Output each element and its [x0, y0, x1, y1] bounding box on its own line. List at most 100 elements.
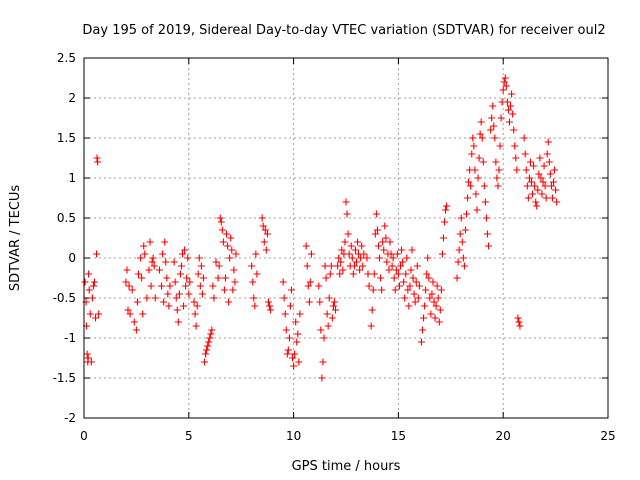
data-point: [329, 302, 337, 310]
data-point: [363, 254, 371, 262]
data-point: [305, 298, 313, 306]
y-tick-label: -0.5: [53, 291, 76, 305]
data-point: [95, 310, 103, 318]
data-point: [150, 262, 158, 270]
data-point: [324, 322, 332, 330]
y-tick-label: 1.5: [57, 131, 76, 145]
data-point: [374, 242, 382, 250]
data-point: [291, 350, 299, 358]
data-point: [421, 302, 429, 310]
data-point: [201, 358, 209, 366]
axis-ticks: -2 -1.5 -1 -0.5 0 0.5 1 1.5 2 2.5 0 5 10 15 20 25: [53, 51, 616, 443]
data-point: [386, 238, 394, 246]
data-point: [546, 170, 554, 178]
data-point: [470, 142, 478, 150]
data-point: [85, 270, 93, 278]
data-point: [540, 162, 548, 170]
data-point: [197, 262, 205, 270]
data-point: [404, 286, 412, 294]
data-point: [292, 318, 300, 326]
plot-frame: [83, 57, 609, 419]
data-point: [469, 134, 477, 142]
gridlines: [84, 58, 608, 418]
data-point: [191, 310, 199, 318]
data-point: [317, 326, 325, 334]
data-point: [223, 230, 231, 238]
data-point: [210, 294, 218, 302]
data-point: [547, 182, 555, 190]
data-point: [507, 102, 515, 110]
data-point: [318, 374, 326, 382]
data-point: [501, 74, 509, 82]
data-point: [382, 234, 390, 242]
data-point: [250, 294, 258, 302]
data-point: [531, 182, 539, 190]
data-point: [227, 234, 235, 242]
data-point: [177, 262, 185, 270]
data-point: [539, 178, 547, 186]
data-point: [134, 270, 142, 278]
data-point: [460, 262, 468, 270]
data-point: [280, 294, 288, 302]
data-point: [88, 294, 96, 302]
data-point: [146, 238, 154, 246]
data-point: [204, 342, 212, 350]
data-point: [360, 250, 368, 258]
data-point: [228, 246, 236, 254]
data-point: [381, 222, 389, 230]
data-point: [341, 238, 349, 246]
data-point: [400, 278, 408, 286]
data-point: [390, 274, 398, 282]
data-point: [550, 178, 558, 186]
data-point: [378, 286, 386, 294]
data-point: [214, 274, 222, 282]
data-point: [545, 158, 553, 166]
data-point: [84, 354, 92, 362]
data-points: [81, 74, 561, 382]
data-point: [224, 242, 232, 250]
data-point: [93, 250, 101, 258]
data-point: [158, 282, 166, 290]
data-point: [155, 266, 163, 274]
data-point: [371, 230, 379, 238]
data-point: [356, 266, 364, 274]
data-point: [290, 362, 298, 370]
data-point: [296, 310, 304, 318]
data-point: [141, 250, 149, 258]
data-point: [351, 246, 359, 254]
data-point: [369, 286, 377, 294]
data-point: [265, 302, 273, 310]
data-point: [194, 270, 202, 278]
data-point: [551, 166, 559, 174]
data-point: [468, 150, 476, 158]
data-point: [527, 178, 535, 186]
data-point: [488, 114, 496, 122]
data-point: [401, 294, 409, 302]
data-point: [195, 254, 203, 262]
data-point: [427, 310, 435, 318]
data-point: [393, 250, 401, 258]
data-point: [495, 166, 503, 174]
data-point: [433, 282, 441, 290]
data-point: [319, 358, 327, 366]
data-point: [303, 262, 311, 270]
data-point: [509, 110, 517, 118]
data-point: [170, 258, 178, 266]
data-point: [494, 182, 502, 190]
data-point: [151, 294, 159, 302]
data-point: [504, 106, 512, 114]
y-tick-label: -1.5: [53, 371, 76, 385]
data-point: [467, 182, 475, 190]
data-point: [478, 134, 486, 142]
data-point: [477, 118, 485, 126]
data-point: [184, 254, 192, 262]
data-point: [385, 266, 393, 274]
y-tick-label: 0: [68, 251, 76, 265]
data-point: [190, 298, 198, 306]
data-point: [337, 258, 345, 266]
data-point: [279, 278, 287, 286]
data-point: [147, 282, 155, 290]
data-point: [252, 250, 260, 258]
data-point: [481, 198, 489, 206]
data-point: [377, 274, 385, 282]
